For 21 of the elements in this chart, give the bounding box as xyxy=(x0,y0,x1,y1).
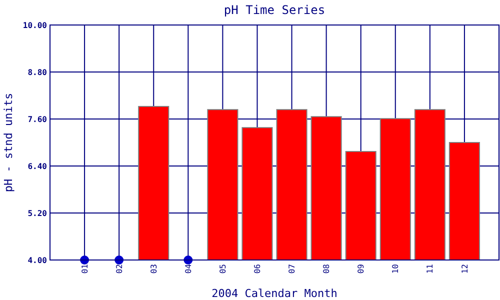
y-tick-label: 10.00 xyxy=(22,20,48,30)
x-tick-label: 06 xyxy=(253,264,262,274)
x-tick-label: 02 xyxy=(114,264,124,274)
x-tick-label: 10 xyxy=(391,264,400,274)
y-tick-label: 6.40 xyxy=(28,162,48,171)
x-tick-label: 07 xyxy=(288,264,297,274)
x-tick-label: 08 xyxy=(322,264,332,274)
x-tick-label: 11 xyxy=(426,264,435,274)
x-axis-title: 2004 Calendar Month xyxy=(212,287,338,300)
x-tick-label: 03 xyxy=(149,264,158,274)
x-tick-label: 05 xyxy=(218,264,228,274)
x-tick-label: 01 xyxy=(80,264,90,274)
y-tick-label: 7.60 xyxy=(28,114,48,124)
x-tick-label: 09 xyxy=(356,264,366,274)
y-tick-label: 4.00 xyxy=(28,256,48,265)
y-axis-title: pH - stnd units xyxy=(2,92,15,192)
chart-title: pH Time Series xyxy=(224,3,326,17)
y-tick-label: 5.20 xyxy=(28,208,48,218)
x-tick-label: 04 xyxy=(184,264,193,274)
x-tick-label: 12 xyxy=(460,264,470,274)
y-tick-label: 8.80 xyxy=(28,68,48,77)
